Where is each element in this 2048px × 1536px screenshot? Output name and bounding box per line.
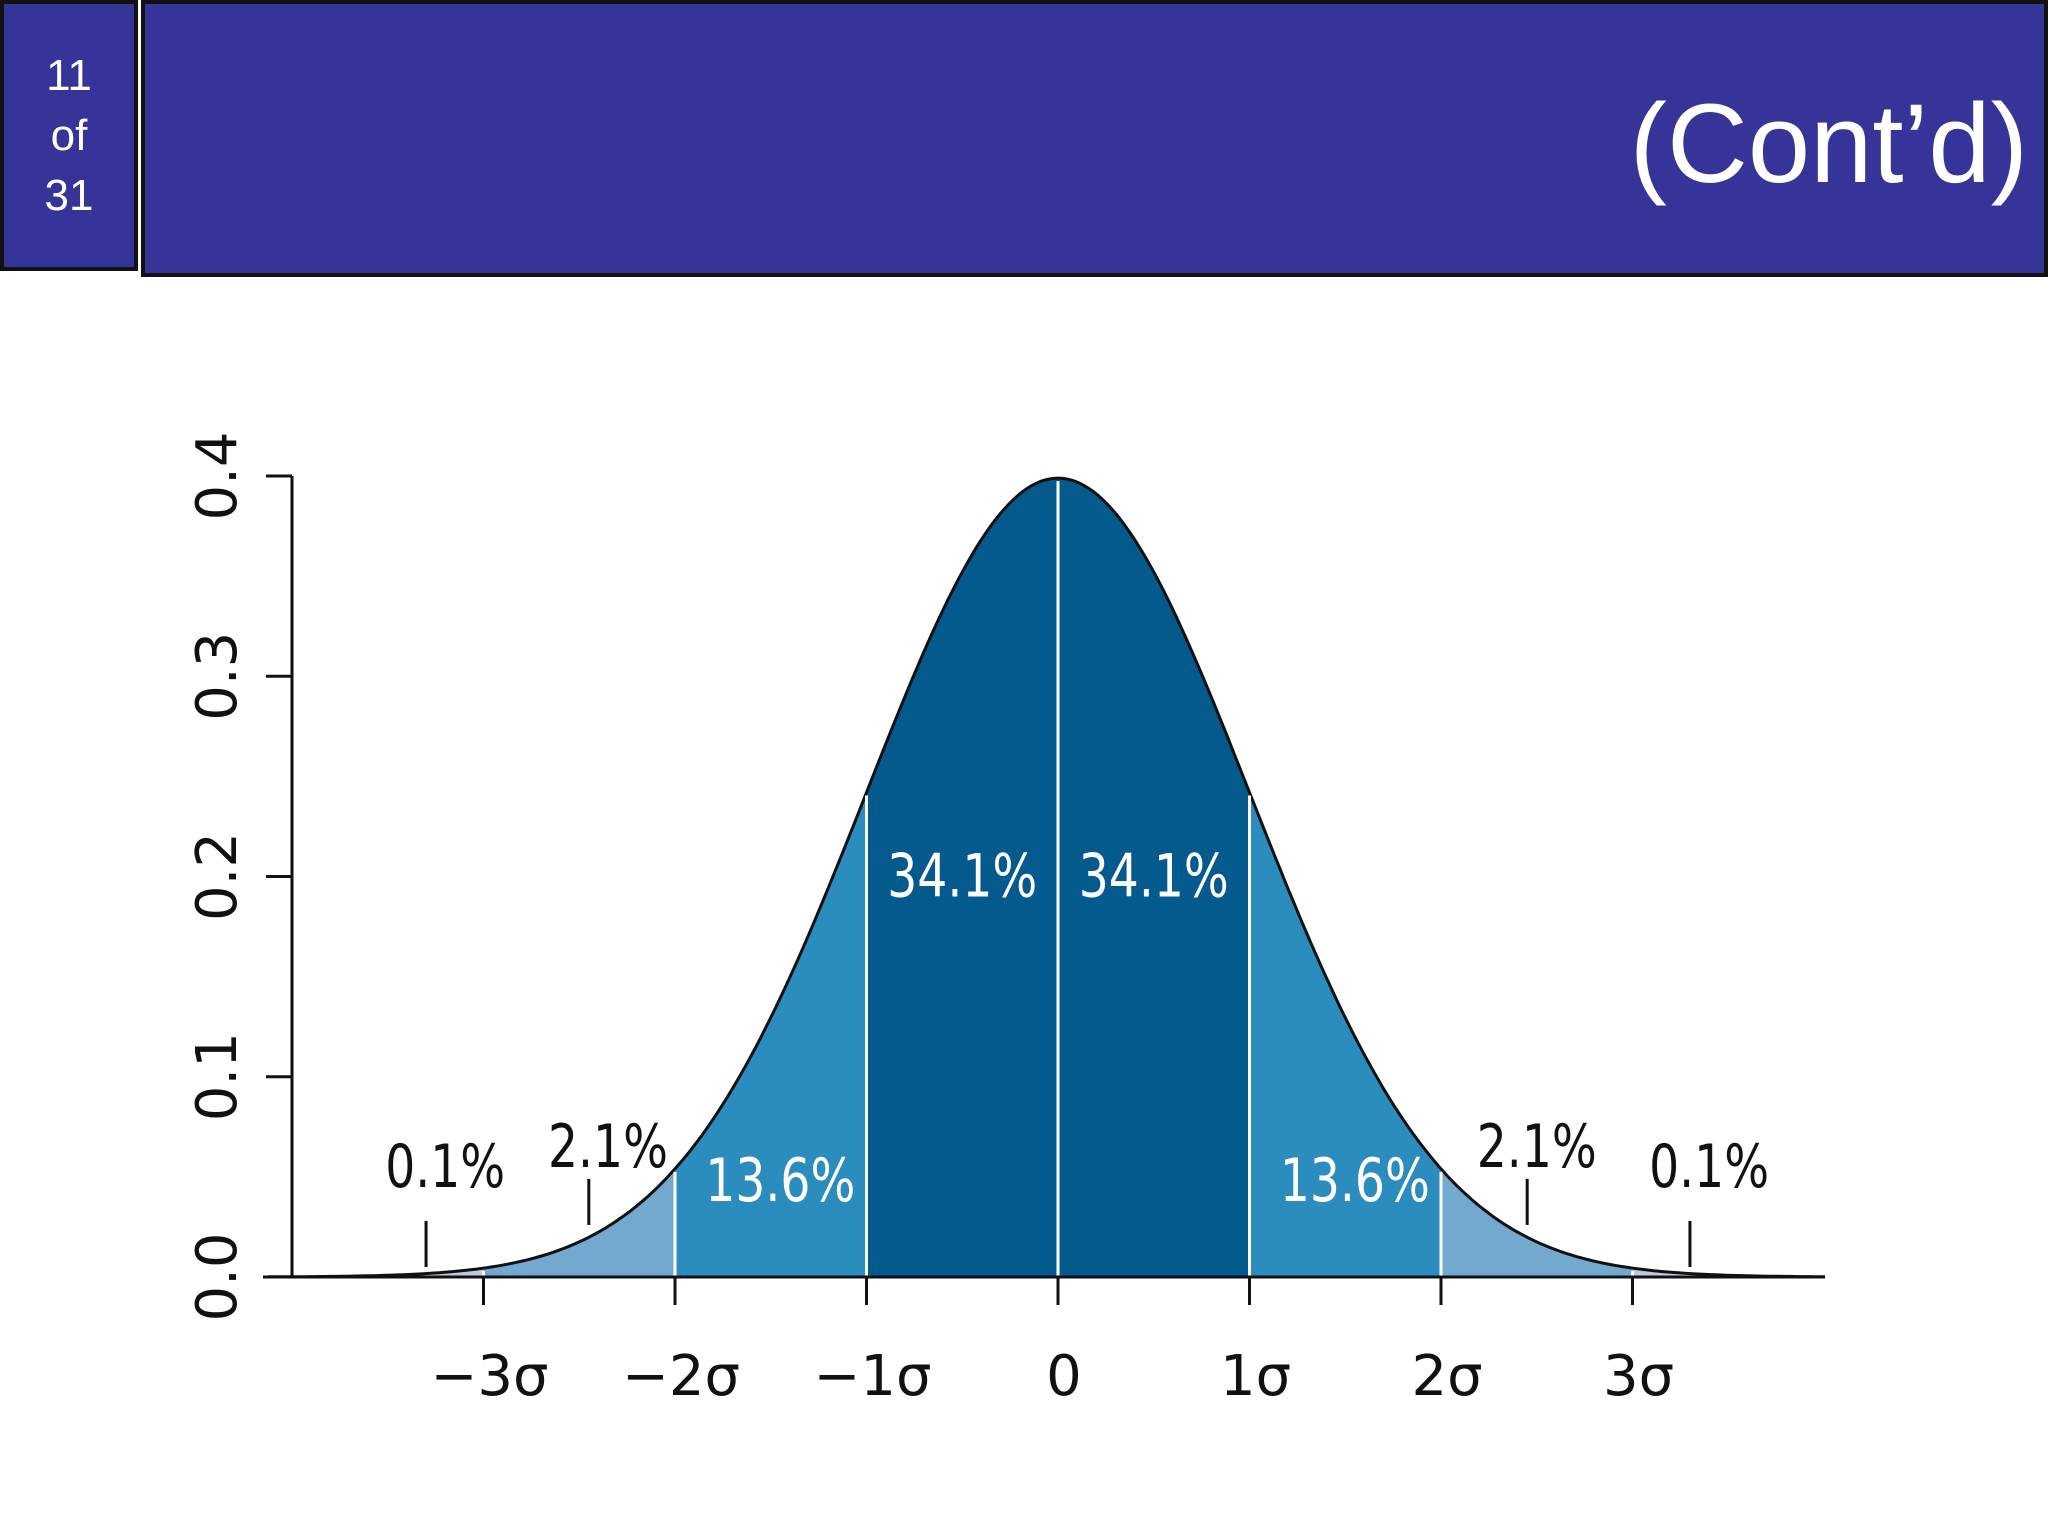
slide-number-box: 11 of 31 <box>0 0 138 271</box>
chart-labels: 34.1% 34.1% 13.6% 13.6% 2.1% 2.1% 0.1% 0.1% <box>385 842 1769 1267</box>
slide-number-of: of <box>50 110 88 160</box>
slide-number: 11 <box>46 50 92 100</box>
y-tick-label: 0.2 <box>185 832 250 921</box>
band-area-6 <box>292 1268 484 1277</box>
y-tick-label: 0.1 <box>185 1032 250 1121</box>
band-area-1 <box>1058 478 1250 1278</box>
band-percent-label: 2.1% <box>548 1112 668 1182</box>
band-percent-label: 13.6% <box>1280 1146 1430 1216</box>
y-tick-label: 0.4 <box>185 431 250 520</box>
band-dividers <box>482 481 1634 1276</box>
chart-axes: 0.0 0.1 0.2 0.3 0.4 −3σ −2σ −1σ 0 1σ 2σ 3σ <box>185 431 1825 1409</box>
slide-total: 31 <box>44 170 94 220</box>
band-area-7 <box>1632 1268 1824 1277</box>
band-percent-label: 0.1% <box>385 1132 505 1202</box>
band-area-4 <box>483 1168 675 1277</box>
x-tick-label: −2σ <box>622 1344 740 1409</box>
band-percent-label: 34.1% <box>1079 842 1229 912</box>
y-tick-label: 0.3 <box>185 632 250 721</box>
band-percent-label: 2.1% <box>1477 1112 1597 1182</box>
density-curve <box>268 476 1825 1279</box>
x-tick-label: 1σ <box>1220 1344 1291 1409</box>
band-area-5 <box>1441 1168 1633 1277</box>
slide-title: (Cont’d) <box>1629 81 2028 206</box>
x-tick-label: 0 <box>1046 1344 1082 1409</box>
x-tick-label: −3σ <box>430 1344 548 1409</box>
x-tick-label: −1σ <box>813 1344 931 1409</box>
band-percent-label: 13.6% <box>705 1146 855 1216</box>
x-tick-label: 3σ <box>1603 1344 1674 1409</box>
band-percent-label: 34.1% <box>887 842 1037 912</box>
title-bar: (Cont’d) <box>141 0 2048 277</box>
band-percent-label: 0.1% <box>1649 1132 1769 1202</box>
x-tick-label: 2σ <box>1411 1344 1482 1409</box>
y-tick-label: 0.0 <box>185 1232 250 1321</box>
